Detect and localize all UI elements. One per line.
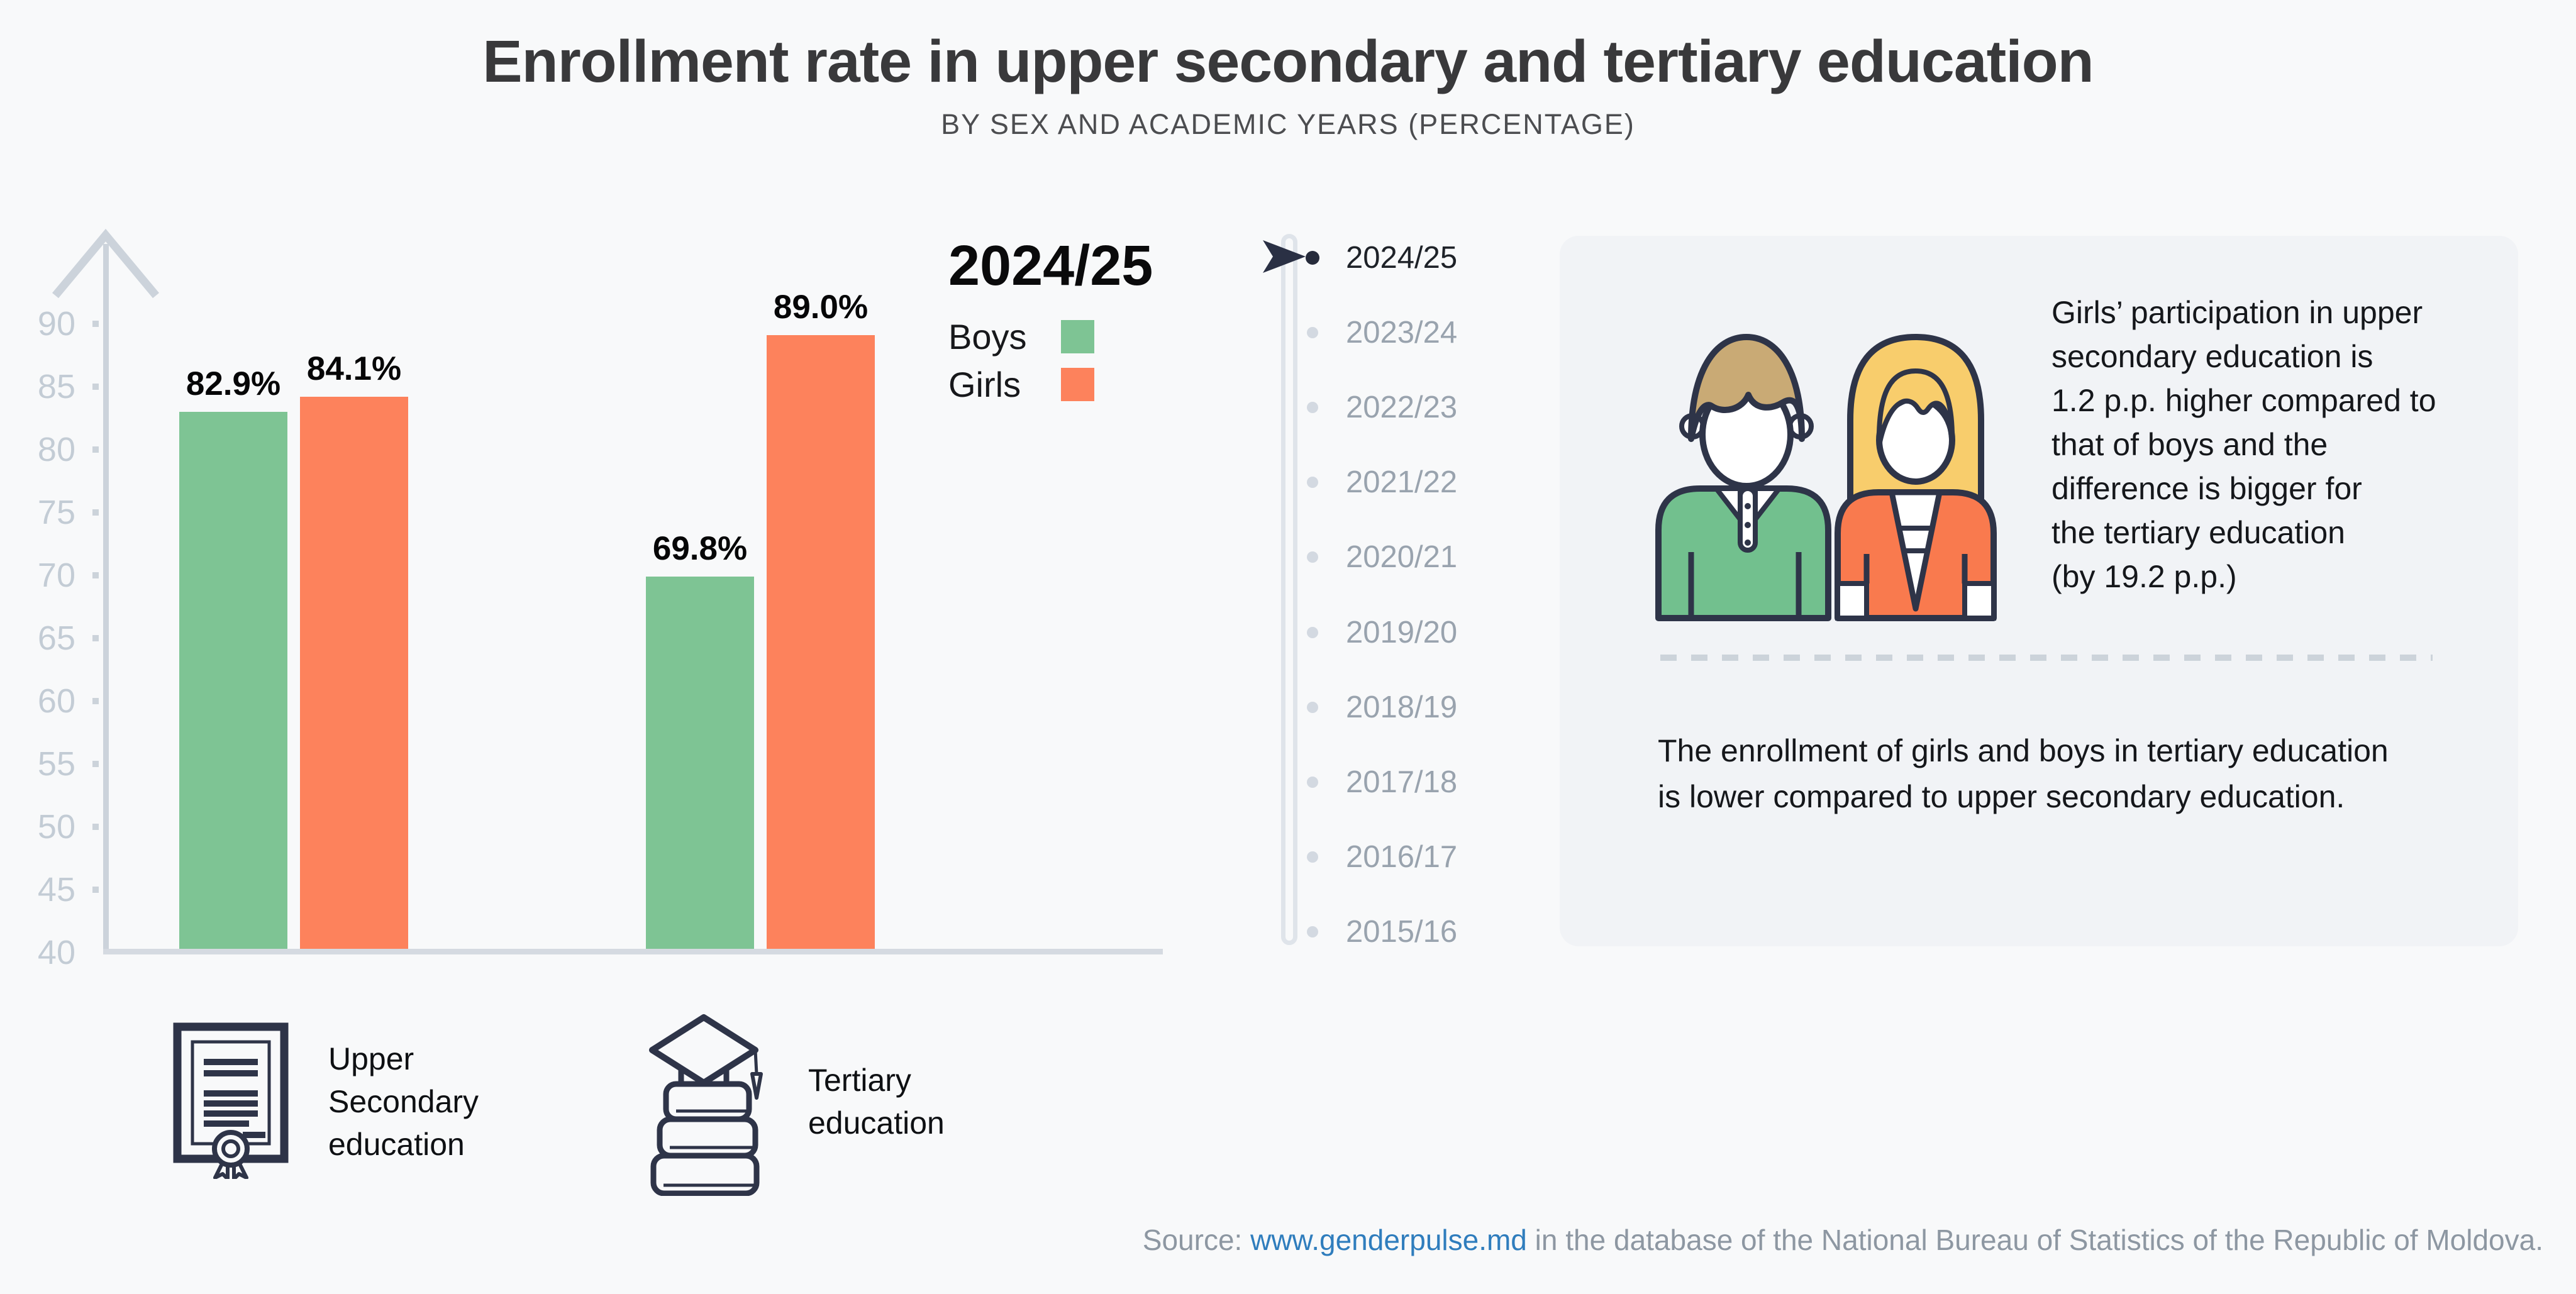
timeline-year-2018-19[interactable]: 2018/19 [1346,690,1458,724]
bar-value-label: 89.0% [773,289,869,326]
timeline-year-2022-23[interactable]: 2022/23 [1346,390,1458,425]
legend-academic-year: 2024/25 [948,235,1153,297]
timeline-year-2024-25[interactable]: 2024/25 [1346,241,1458,275]
y-axis-tick-label: 85 [37,368,75,406]
timeline-year-2023-24[interactable]: 2023/24 [1346,316,1458,350]
timeline-dot-2020-21[interactable] [1307,551,1318,563]
insight-primary-text: Girls’ participation in upper secondary … [2051,295,2436,594]
y-axis-tick-label: 60 [37,682,75,720]
bar-value-label: 69.8% [652,530,748,567]
timeline-dot-2021-22[interactable] [1307,477,1318,489]
y-axis-tick-mark [92,384,99,390]
bar-value-label: 82.9% [186,365,281,402]
graduation-books-icon [649,1014,763,1196]
y-axis-tick-mark [92,761,99,767]
y-axis-tick-label: 90 [37,305,75,343]
category-label-tertiary: Tertiary education [808,1063,945,1141]
timeline-dot-2023-24[interactable] [1307,327,1318,339]
source-prefix: Source: [1142,1224,1251,1256]
y-axis-line [103,244,109,949]
y-axis-tick-mark [92,321,99,327]
timeline-year-2020-21[interactable]: 2020/21 [1346,540,1458,575]
source-line: Source: www.genderpulse.md in the databa… [1143,1222,2543,1258]
y-axis-tick-label: 75 [37,494,75,531]
timeline-track[interactable] [1281,234,1297,945]
bar-girls-tertiary[interactable] [767,335,875,949]
certificate-icon [173,1022,289,1179]
y-axis-tick-mark [92,698,99,704]
legend-swatch-girls [1061,368,1094,401]
legend-swatch-boys [1061,320,1094,353]
legend-item-girls: Girls [948,361,1200,409]
dashed-divider [1660,655,2433,661]
boy-and-girl-icon [1655,334,1997,621]
timeline-dot-2019-20[interactable] [1307,626,1318,638]
timeline-dot-2024-25[interactable] [1306,251,1319,265]
insight-secondary-text: The enrollment of girls and boys in tert… [1658,733,2389,814]
y-axis-arrow-icon [52,229,159,299]
y-axis-tick-label: 65 [37,619,75,657]
y-axis-tick-label: 70 [37,556,75,594]
x-axis-line [103,949,1163,954]
timeline-year-2021-22[interactable]: 2021/22 [1346,465,1458,500]
y-axis-tick-label: 50 [37,808,75,846]
legend-item-label: Boys [948,317,1027,357]
bar-value-label: 84.1% [306,350,402,387]
timeline-year-2016-17[interactable]: 2016/17 [1346,839,1458,874]
source-link[interactable]: www.genderpulse.md [1250,1224,1527,1256]
y-axis-tick-mark [92,635,99,641]
y-axis-tick-label: 40 [37,934,75,971]
timeline-dot-2022-23[interactable] [1307,402,1318,414]
y-axis-tick-mark [92,824,99,830]
timeline-dot-2015-16[interactable] [1307,926,1318,937]
y-axis-tick-mark [92,446,99,453]
bar-girls-upper-secondary[interactable] [300,397,408,949]
y-axis-tick-mark [92,509,99,516]
y-axis-tick-label: 80 [37,431,75,468]
page-title: Enrollment rate in upper secondary and t… [482,28,2094,95]
timeline-dot-2018-19[interactable] [1307,701,1318,713]
y-axis-tick-label: 45 [37,871,75,909]
legend-item-boys: Boys [948,313,1200,361]
timeline-dot-2016-17[interactable] [1307,851,1318,863]
category-label-upper-secondary: Upper Secondary education [328,1041,479,1162]
y-axis-tick-label: 55 [37,745,75,783]
timeline-cursor-icon[interactable] [1263,240,1308,273]
legend-item-label: Girls [948,365,1021,404]
timeline-year-2015-16[interactable]: 2015/16 [1346,914,1458,949]
bar-boys-upper-secondary[interactable] [179,412,287,949]
y-axis-tick-mark [92,572,99,578]
y-axis-tick-mark [92,887,99,893]
timeline-year-2019-20[interactable]: 2019/20 [1346,615,1458,650]
timeline-year-2017-18[interactable]: 2017/18 [1346,765,1458,799]
page-subtitle: BY SEX AND ACADEMIC YEARS (PERCENTAGE) [941,108,1635,140]
bar-boys-tertiary[interactable] [646,577,754,949]
timeline-dot-2017-18[interactable] [1307,776,1318,788]
source-suffix: in the database of the National Bureau o… [1526,1224,2543,1256]
